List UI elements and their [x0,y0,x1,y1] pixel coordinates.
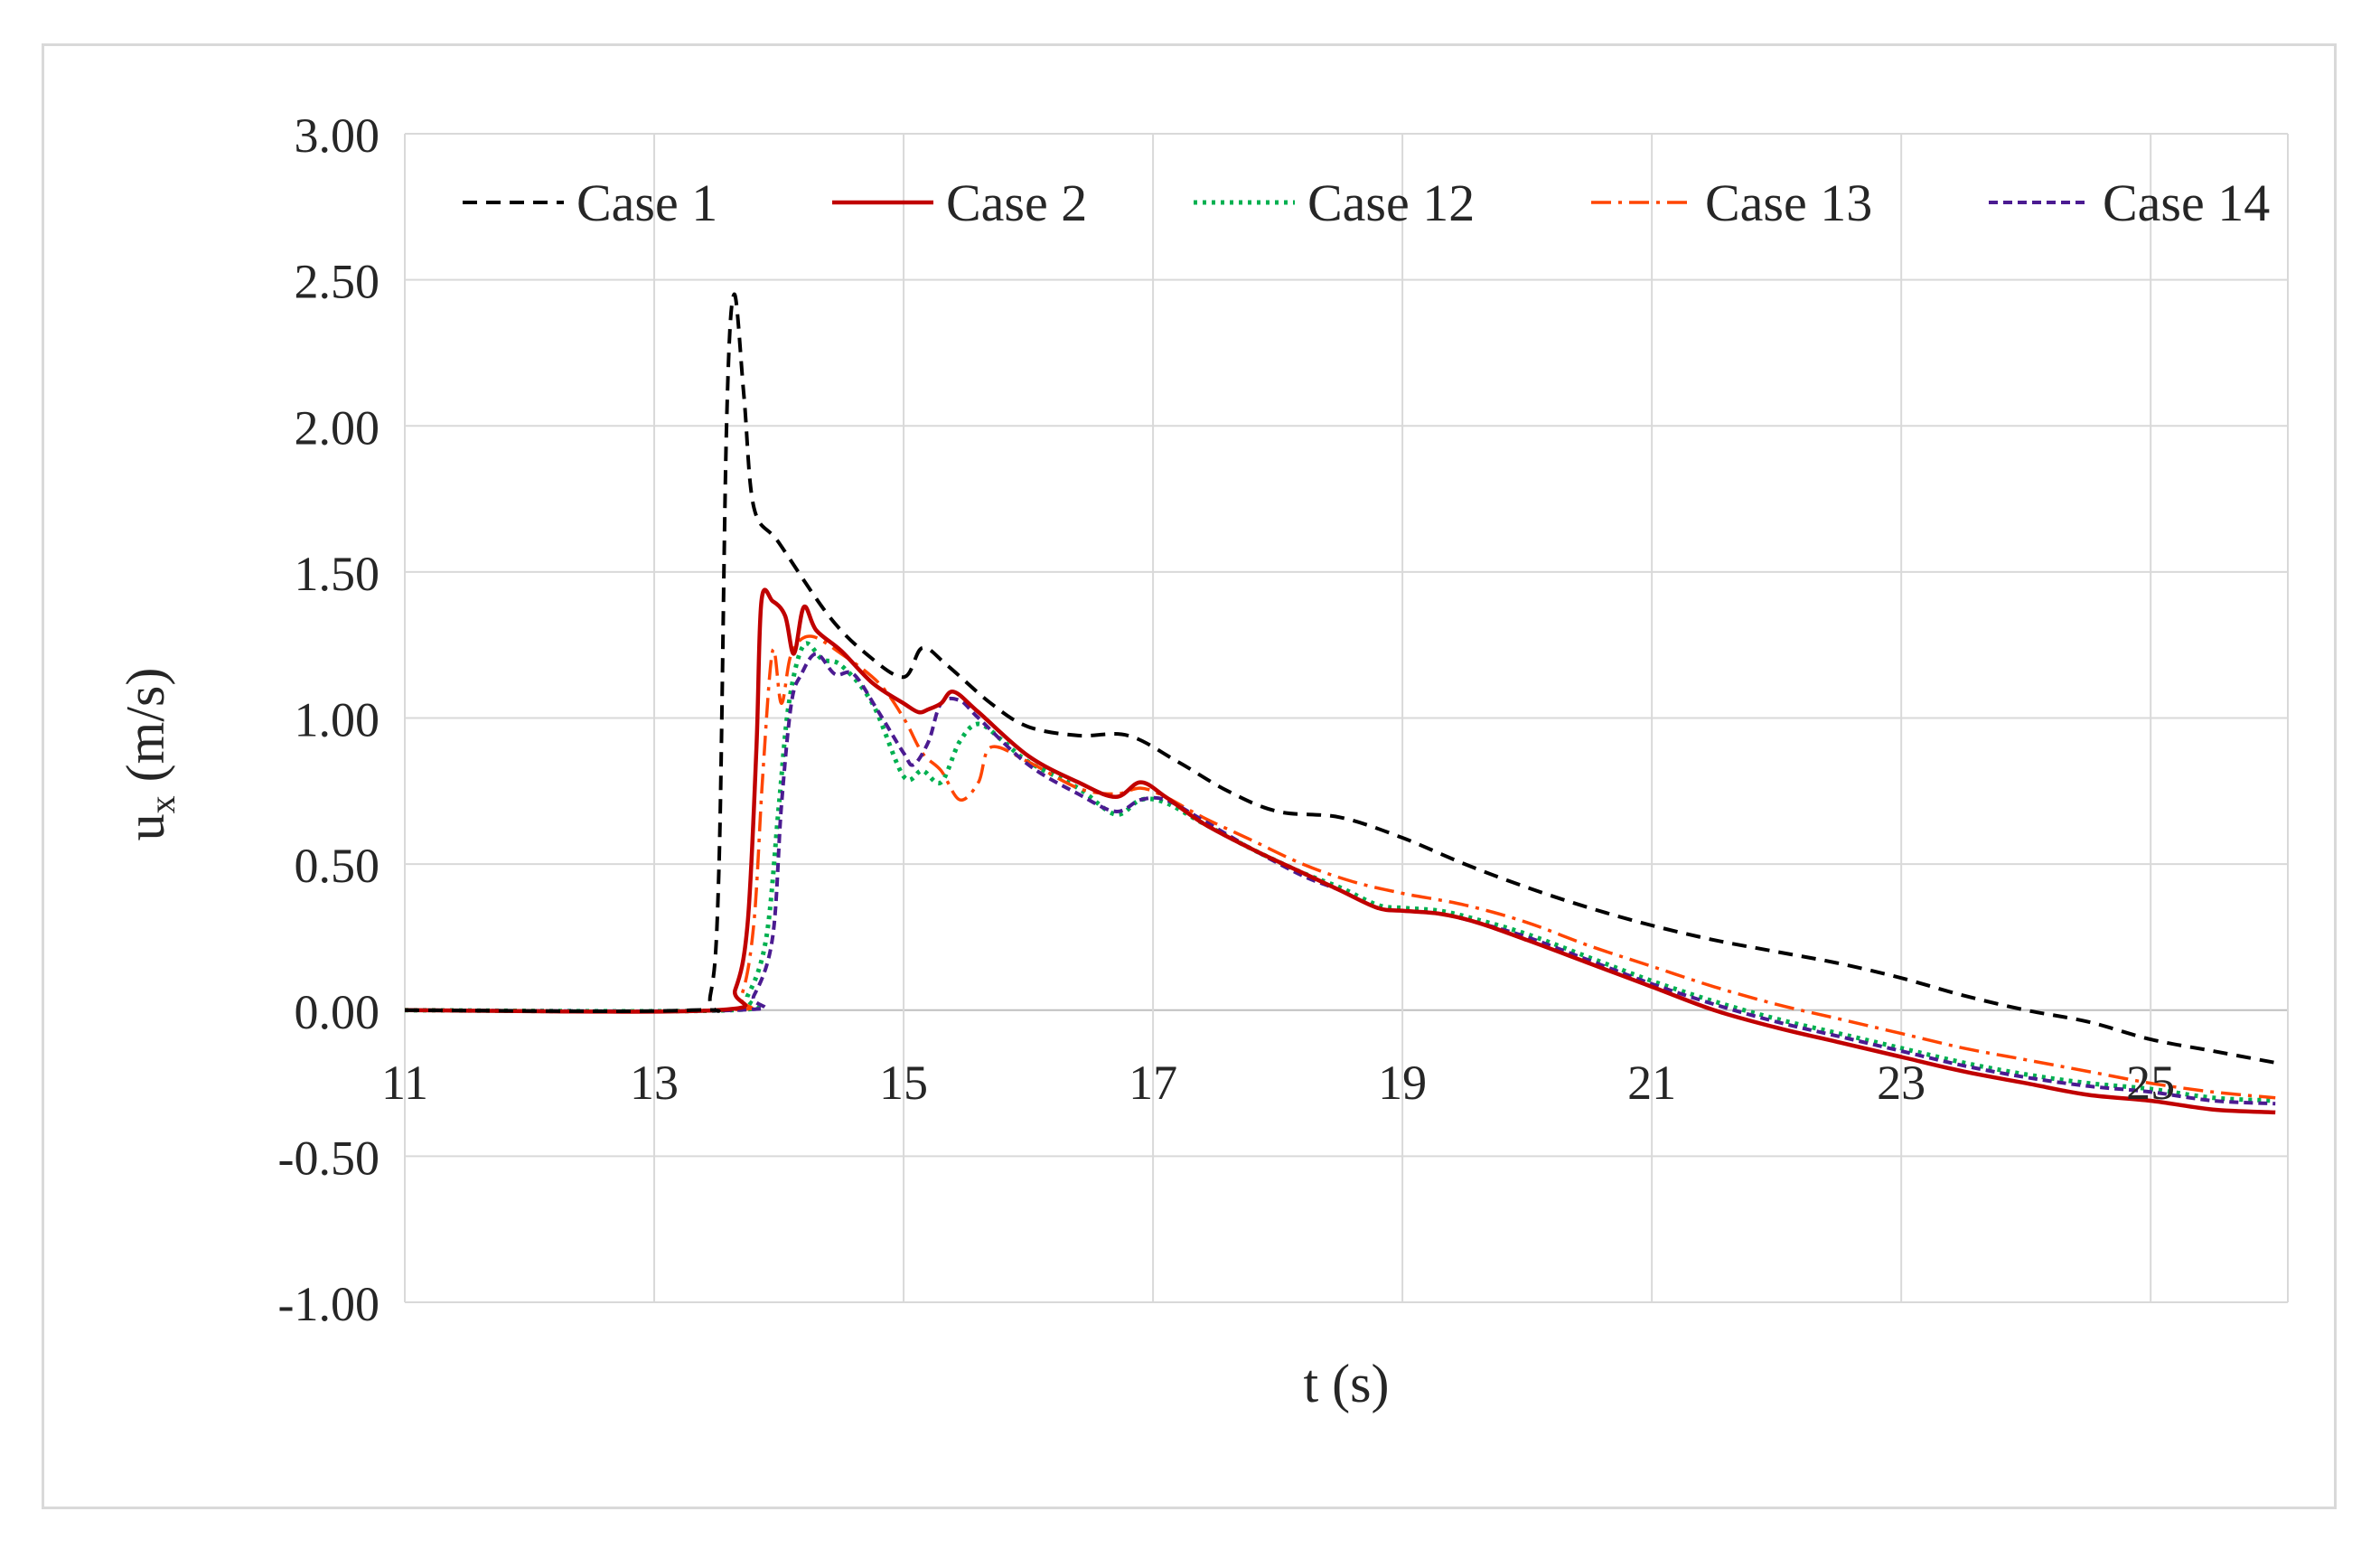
x-tick-label: 25 [2126,1056,2175,1110]
y-tick-label: 3.00 [295,108,380,163]
legend-label: Case 2 [946,174,1087,232]
series-line-case-14 [404,652,2276,1106]
y-tick-label: 2.50 [295,255,380,309]
x-tick-label: 15 [879,1056,928,1110]
y-tick-label: 2.00 [295,400,380,455]
x-axis-label: t (s) [1304,1354,1390,1413]
series-line-case-12 [404,641,2276,1103]
legend-label: Case 12 [1307,174,1475,232]
chart-frame: 3.00 2.50 2.00 1.50 1.00 0.50 0.00 -0.50 -1.00 1… [42,43,2337,1509]
y-tick-label: 1.50 [295,547,380,601]
y-tick-label: 1.00 [295,693,380,747]
y-tick-label: 0.50 [295,839,380,893]
series-lines [404,292,2276,1115]
x-tick-label: 23 [1877,1056,1926,1110]
y-axis-label-main: u [116,813,175,840]
series-line-case-1 [404,292,2276,1065]
y-tick-label: 0.00 [295,985,380,1039]
series-line-case-2 [404,587,2276,1115]
y-tick-label: -0.50 [278,1131,379,1185]
x-tick-label: 11 [381,1056,428,1110]
x-axis-tick-labels: 11 13 15 17 19 21 23 25 [381,1056,2175,1110]
line-chart: 3.00 2.50 2.00 1.50 1.00 0.50 0.00 -0.50 -1.00 1… [116,108,2289,1413]
gridlines [404,133,2289,1303]
series-line-case-13 [404,634,2276,1100]
y-axis-label: ux (m/s) [116,668,183,841]
x-tick-label: 19 [1378,1056,1427,1110]
x-tick-label: 17 [1129,1056,1177,1110]
legend-label: Case 13 [1705,174,1872,232]
x-tick-label: 21 [1627,1056,1676,1110]
y-tick-label: -1.00 [278,1277,379,1331]
legend-label: Case 1 [576,174,717,232]
x-tick-label: 13 [630,1056,679,1110]
y-axis-label-subscript: x [142,795,183,813]
legend-label: Case 14 [2103,174,2270,232]
y-axis-label-units: (m/s) [116,668,175,796]
y-axis-tick-labels: 3.00 2.50 2.00 1.50 1.00 0.50 0.00 -0.50 -1.00 [278,108,379,1331]
legend: Case 1 Case 2 Case 12 Case 13 Case 14 [463,174,2270,232]
